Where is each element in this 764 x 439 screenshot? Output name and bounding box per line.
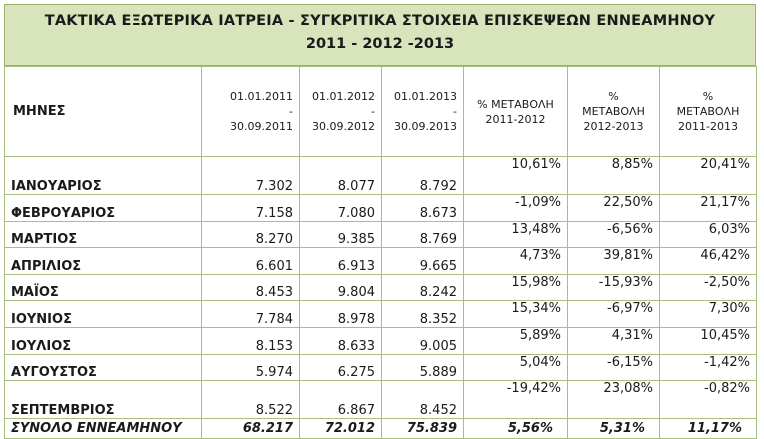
- table-row: ΦΕΒΡΟΥΑΡΙΟΣ 7.158 7.080 8.673 -1,09% 22,…: [4, 194, 757, 222]
- table-row: ΜΑΡΤΙΟΣ 8.270 9.385 8.769 13,48% -6,56% …: [4, 220, 757, 249]
- change-2011-2013-cell: 46,42%: [659, 247, 757, 275]
- value-2013-cell: 5.889: [381, 353, 464, 382]
- value-2013-cell: 8.242: [381, 273, 464, 302]
- month-cell: ΜΑΡΤΙΟΣ: [4, 220, 202, 249]
- change-2012-2013-cell: -6,56%: [567, 220, 660, 249]
- change-2012-2013-cell: -15,93%: [567, 273, 660, 302]
- column-header-month: ΜΗΝΕΣ: [4, 66, 202, 157]
- value-2012-cell: 8.633: [299, 326, 382, 355]
- month-cell: ΙΟΥΛΙΟΣ: [4, 326, 202, 355]
- change-2011-2012-cell: -19,42%: [463, 380, 568, 420]
- value-2012-cell: 7.080: [299, 194, 382, 222]
- value-2013-cell: 9.665: [381, 247, 464, 275]
- value-2011-cell: 8.522: [201, 380, 300, 420]
- value-2011-cell: 8.453: [201, 273, 300, 302]
- value-2013-cell: 8.352: [381, 300, 464, 328]
- change-2012-2013-cell: 8,85%: [567, 156, 660, 195]
- month-cell: ΣΕΠΤΕΜΒΡΙΟΣ: [4, 380, 202, 420]
- column-header-2012: 01.01.2012 - 30.09.2012: [299, 66, 382, 157]
- value-2011-cell: 7.158: [201, 194, 300, 222]
- column-header-2013: 01.01.2013 - 30.09.2013: [381, 66, 464, 157]
- title-band: ΤΑΚΤΙΚΑ ΕΞΩΤΕΡΙΚΑ ΙΑΤΡΕΙΑ - ΣΥΓΚΡΙΤΙΚΑ Σ…: [4, 4, 756, 66]
- value-2013-cell: 9.005: [381, 326, 464, 355]
- value-2012-cell: 6.913: [299, 247, 382, 275]
- month-cell: ΜΑΪΟΣ: [4, 273, 202, 302]
- value-2012-cell: 9.385: [299, 220, 382, 249]
- table-row: ΙΟΥΛΙΟΣ 8.153 8.633 9.005 5,89% 4,31% 10…: [4, 326, 757, 355]
- change-2011-2013-cell: -2,50%: [659, 273, 757, 302]
- change-2012-2013-cell: -6,15%: [567, 353, 660, 382]
- change-2011-2013-cell: 21,17%: [659, 194, 757, 222]
- month-cell: ΙΑΝΟΥΑΡΙΟΣ: [4, 156, 202, 195]
- change-2011-2012-cell: 15,34%: [463, 300, 568, 328]
- table-row: ΜΑΪΟΣ 8.453 9.804 8.242 15,98% -15,93% -…: [4, 273, 757, 302]
- value-2013-cell: 8.792: [381, 156, 464, 195]
- change-2012-2013-cell: 4,31%: [567, 326, 660, 355]
- value-2012-cell: 6.867: [299, 380, 382, 420]
- month-cell: ΑΥΓΟΥΣΤΟΣ: [4, 353, 202, 382]
- total-change-2011-2012-cell: 5,56%: [463, 418, 568, 439]
- value-2011-cell: 6.601: [201, 247, 300, 275]
- table-title: ΤΑΚΤΙΚΑ ΕΞΩΤΕΡΙΚΑ ΙΑΤΡΕΙΑ - ΣΥΓΚΡΙΤΙΚΑ Σ…: [44, 13, 716, 29]
- table-row: ΙΑΝΟΥΑΡΙΟΣ 7.302 8.077 8.792 10,61% 8,85…: [4, 156, 757, 195]
- total-row: ΣΥΝΟΛΟ ΕΝΝΕΑΜΗΝΟΥ 68.217 72.012 75.839 5…: [4, 418, 757, 439]
- change-2011-2012-cell: 13,48%: [463, 220, 568, 249]
- value-2011-cell: 7.784: [201, 300, 300, 328]
- visits-table: ΜΗΝΕΣ 01.01.2011 - 30.09.2011 01.01.2012…: [4, 66, 757, 439]
- change-2011-2012-cell: 10,61%: [463, 156, 568, 195]
- change-2012-2013-cell: 23,08%: [567, 380, 660, 420]
- table-subtitle-years: 2011 - 2012 -2013: [305, 36, 455, 52]
- table-row: ΣΕΠΤΕΜΒΡΙΟΣ 8.522 6.867 8.452 -19,42% 23…: [4, 380, 757, 420]
- change-2011-2012-cell: 5,89%: [463, 326, 568, 355]
- column-header-change-2011-2012: % ΜΕΤΑΒΟΛΗ 2011-2012: [463, 66, 568, 157]
- table-row: ΑΥΓΟΥΣΤΟΣ 5.974 6.275 5.889 5,04% -6,15%…: [4, 353, 757, 382]
- value-2012-cell: 9.804: [299, 273, 382, 302]
- change-2011-2013-cell: -0,82%: [659, 380, 757, 420]
- table-row: ΑΠΡΙΛΙΟΣ 6.601 6.913 9.665 4,73% 39,81% …: [4, 247, 757, 275]
- value-2013-cell: 8.452: [381, 380, 464, 420]
- value-2011-cell: 5.974: [201, 353, 300, 382]
- change-2011-2013-cell: 6,03%: [659, 220, 757, 249]
- change-2011-2013-cell: 7,30%: [659, 300, 757, 328]
- value-2012-cell: 6.275: [299, 353, 382, 382]
- header-row: ΜΗΝΕΣ 01.01.2011 - 30.09.2011 01.01.2012…: [4, 66, 757, 157]
- value-2013-cell: 8.673: [381, 194, 464, 222]
- change-2011-2013-cell: -1,42%: [659, 353, 757, 382]
- value-2011-cell: 8.270: [201, 220, 300, 249]
- month-cell: ΑΠΡΙΛΙΟΣ: [4, 247, 202, 275]
- change-2011-2013-cell: 20,41%: [659, 156, 757, 195]
- column-header-2011: 01.01.2011 - 30.09.2011: [201, 66, 300, 157]
- month-cell: ΙΟΥΝΙΟΣ: [4, 300, 202, 328]
- column-header-change-2012-2013: % ΜΕΤΑΒΟΛΗ 2012-2013: [567, 66, 660, 157]
- change-2012-2013-cell: -6,97%: [567, 300, 660, 328]
- column-header-change-2011-2013: % ΜΕΤΑΒΟΛΗ 2011-2013: [659, 66, 757, 157]
- change-2011-2012-cell: 15,98%: [463, 273, 568, 302]
- change-2011-2012-cell: 4,73%: [463, 247, 568, 275]
- table-row: ΙΟΥΝΙΟΣ 7.784 8.978 8.352 15,34% -6,97% …: [4, 300, 757, 328]
- change-2012-2013-cell: 22,50%: [567, 194, 660, 222]
- change-2011-2012-cell: -1,09%: [463, 194, 568, 222]
- value-2011-cell: 7.302: [201, 156, 300, 195]
- month-cell: ΦΕΒΡΟΥΑΡΙΟΣ: [4, 194, 202, 222]
- visits-comparison-sheet: ΤΑΚΤΙΚΑ ΕΞΩΤΕΡΙΚΑ ΙΑΤΡΕΙΑ - ΣΥΓΚΡΙΤΙΚΑ Σ…: [4, 4, 757, 439]
- value-2012-cell: 8.978: [299, 300, 382, 328]
- value-2013-cell: 8.769: [381, 220, 464, 249]
- change-2011-2012-cell: 5,04%: [463, 353, 568, 382]
- change-2011-2013-cell: 10,45%: [659, 326, 757, 355]
- value-2011-cell: 8.153: [201, 326, 300, 355]
- change-2012-2013-cell: 39,81%: [567, 247, 660, 275]
- value-2012-cell: 8.077: [299, 156, 382, 195]
